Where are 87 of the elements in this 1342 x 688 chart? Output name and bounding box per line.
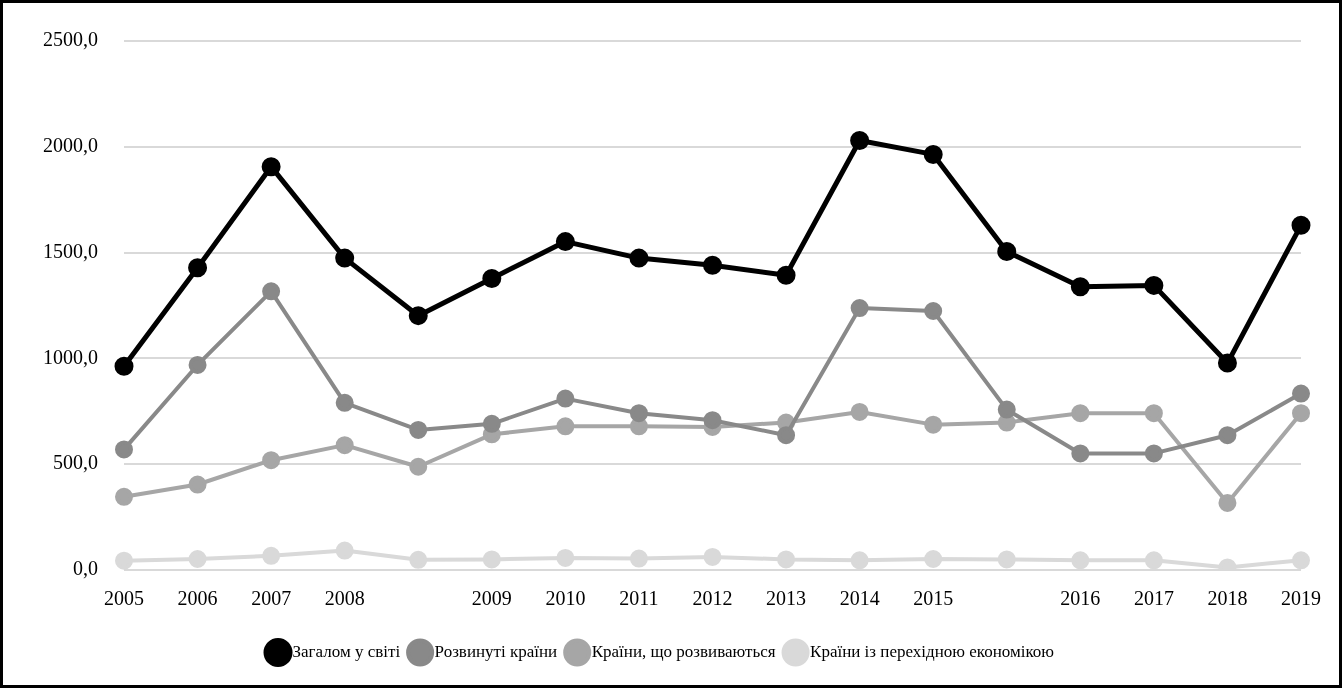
point <box>115 440 133 459</box>
legend-label: Розвинуті країни <box>434 641 558 661</box>
x-tick-label: 2016 <box>1060 587 1101 610</box>
point <box>703 547 722 566</box>
point <box>335 393 354 412</box>
point <box>629 248 649 268</box>
point <box>1218 493 1237 512</box>
point <box>1218 426 1237 445</box>
point <box>924 415 943 434</box>
x-tick-label: 2007 <box>251 587 292 610</box>
point <box>335 248 355 268</box>
point <box>1071 444 1090 463</box>
point <box>188 475 207 494</box>
point <box>850 402 869 421</box>
x-tick-label: 2015 <box>913 587 954 610</box>
point <box>1217 353 1237 373</box>
point <box>997 400 1016 419</box>
point <box>850 130 870 150</box>
point <box>850 299 869 318</box>
point <box>114 356 134 376</box>
y-tick-label: 2000,0 <box>43 134 98 157</box>
x-tick-label: 2014 <box>839 587 880 610</box>
point <box>408 306 428 326</box>
point <box>997 242 1017 262</box>
point <box>1070 277 1090 297</box>
point <box>1144 275 1164 295</box>
y-tick-label: 1500,0 <box>43 239 98 262</box>
y-tick-label: 1000,0 <box>43 345 98 368</box>
x-tick-label: 2008 <box>324 587 365 610</box>
x-tick-label: 2009 <box>471 587 512 610</box>
point <box>997 550 1016 569</box>
x-tick-label: 2012 <box>692 587 733 610</box>
point <box>777 550 796 569</box>
point <box>335 436 354 455</box>
point <box>262 282 281 301</box>
point <box>777 426 796 445</box>
point <box>924 550 943 568</box>
point <box>1144 404 1163 423</box>
point <box>556 548 575 567</box>
point <box>115 551 133 570</box>
y-tick-label: 500,0 <box>53 451 98 474</box>
x-tick-label: 2011 <box>619 587 659 610</box>
point <box>482 414 501 433</box>
x-tick-label: 2019 <box>1281 587 1321 610</box>
x-tick-label: 2006 <box>177 587 218 610</box>
point <box>188 550 207 568</box>
point <box>556 417 575 436</box>
point <box>923 144 943 164</box>
point <box>409 550 428 569</box>
point <box>1292 404 1310 423</box>
point <box>262 451 281 470</box>
legend-label: Країни, що розвиваються <box>591 641 776 661</box>
point <box>335 541 354 560</box>
point <box>850 551 869 570</box>
x-tick-label: 2017 <box>1133 587 1174 610</box>
point <box>1071 551 1090 570</box>
y-tick-label: 0,0 <box>73 557 98 580</box>
x-tick-label: 2013 <box>766 587 807 610</box>
y-tick-label: 2500,0 <box>43 28 98 51</box>
point <box>1144 444 1163 463</box>
point <box>703 255 722 275</box>
point <box>924 302 943 320</box>
point <box>188 258 208 278</box>
point <box>115 487 133 506</box>
x-tick-label: 2010 <box>545 587 586 610</box>
point <box>776 265 796 285</box>
point <box>261 157 281 177</box>
point <box>629 404 648 423</box>
point <box>409 420 428 439</box>
point <box>482 268 502 288</box>
point <box>409 457 428 476</box>
point <box>1144 551 1163 570</box>
point <box>188 355 207 374</box>
legend-label: Країни із перехідною економікою <box>810 641 1055 661</box>
point <box>1291 215 1311 235</box>
point <box>1292 384 1310 403</box>
point <box>1071 404 1090 423</box>
point <box>555 232 575 252</box>
point <box>556 389 575 408</box>
point <box>629 549 648 568</box>
point <box>482 550 501 569</box>
point <box>262 546 281 565</box>
x-tick-label: 2005 <box>104 587 144 610</box>
point <box>703 411 722 430</box>
point <box>1292 551 1310 570</box>
legend-label: Загалом у світі <box>292 641 401 661</box>
x-tick-label: 2018 <box>1207 587 1248 610</box>
